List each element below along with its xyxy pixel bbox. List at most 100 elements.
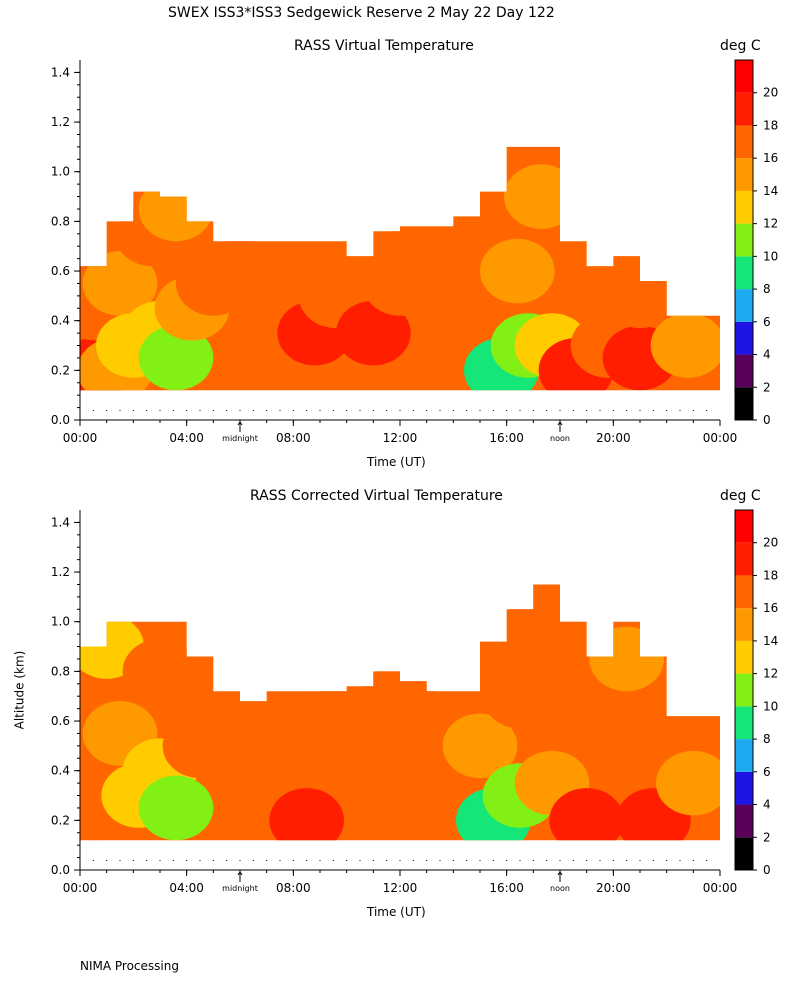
chart-2-baseline-dot — [559, 860, 561, 861]
chart-1-baseline-dot — [399, 410, 401, 411]
chart-1-baseline-dot — [452, 410, 454, 411]
chart-1-cell — [602, 263, 678, 329]
chart-2-colorbar-swatch — [735, 837, 753, 870]
chart-2-x-tick-label: 00:00 — [63, 881, 98, 895]
chart-1-colorbar-swatch — [735, 92, 753, 126]
chart-2-baseline-dot — [626, 860, 628, 861]
chart-1-baseline-dot — [492, 410, 494, 411]
chart-2-baseline-dot — [466, 860, 468, 861]
chart-1-x-tick-label: 00:00 — [703, 431, 738, 445]
chart-2-y-tick-label: 0.4 — [51, 764, 70, 778]
chart-2-colorbar-tick-label: 16 — [763, 601, 778, 615]
chart-2-colorbar-tick-label: 0 — [763, 863, 771, 877]
chart-2-baseline-dot — [599, 860, 601, 861]
chart-2-colorbar-swatch — [735, 510, 753, 543]
chart-1-x-tick-label: 16:00 — [489, 431, 524, 445]
chart-1-colorbar-swatch — [735, 289, 753, 322]
chart-2-colorbar-frame — [734, 509, 754, 871]
chart-2-cell — [122, 639, 198, 704]
chart-1-baseline-dot — [346, 410, 348, 411]
chart-1-colorbar-swatch — [735, 158, 753, 191]
chart-2-baseline-dot — [612, 860, 614, 861]
chart-1-baseline-dot — [292, 410, 294, 411]
chart-2-colorbar-tick-label: 10 — [763, 699, 778, 713]
chart-2-baseline-dot — [306, 860, 308, 861]
chart-2-plot: 0.0 0.2 0.4 0.6 0.8 1.0 1.2 1.4 00:00 04:00 08:00 1… — [51, 509, 778, 895]
chart-1-title: RASS Virtual Temperature — [294, 38, 474, 54]
chart-1-cell — [503, 164, 579, 229]
page-title: SWEX ISS3*ISS3 Sedgewick Reserve 2 May 2… — [168, 5, 555, 21]
chart-1-baseline-dot — [186, 410, 188, 411]
chart-1-baseline-dot — [439, 410, 441, 411]
chart-2-baseline-dot — [666, 860, 668, 861]
chart-2-baseline-dot — [679, 860, 681, 861]
chart-1-baseline-dot — [146, 410, 148, 411]
chart-1-baseline-dot — [319, 410, 321, 411]
chart-1-baseline-dot — [212, 410, 214, 411]
chart-2-baseline-dot — [319, 860, 321, 861]
chart-2-x-tick-label: 20:00 — [596, 881, 631, 895]
chart-2-x-tick-label: 16:00 — [489, 881, 524, 895]
chart-2-baseline-dot — [106, 860, 108, 861]
chart-2-colorbar-swatch — [735, 771, 753, 805]
chart-2-marker-arrow — [237, 871, 243, 882]
chart-2-marker-label: midnight — [222, 884, 258, 893]
chart-1-baseline-dot — [479, 410, 481, 411]
chart-1-baseline-dot — [199, 410, 201, 411]
chart-2-baseline-dot — [252, 860, 254, 861]
chart-1-baseline-dot — [706, 410, 708, 411]
chart-2-colorbar-swatch — [735, 804, 753, 838]
chart-1-cell — [389, 213, 464, 279]
chart-1-x-tick-label: 08:00 — [276, 431, 311, 445]
chart-2-baseline-dot — [506, 860, 508, 861]
chart-1-baseline-dot — [506, 410, 508, 411]
chart-1-y-tick-label: 1.4 — [51, 65, 70, 79]
chart-1-baseline-dot — [519, 410, 521, 411]
chart-1-baseline-dot — [532, 410, 534, 411]
chart-1-y-tick-label: 0.0 — [51, 413, 70, 427]
chart-1-x-tick-label: 12:00 — [383, 431, 418, 445]
chart-1-baseline-dot — [586, 410, 588, 411]
chart-2-baseline-dot — [532, 860, 534, 861]
chart-2-baseline-dot — [412, 860, 414, 861]
chart-2-baseline-dot — [652, 860, 654, 861]
chart-2-colorbar-tick-label: 4 — [763, 798, 771, 812]
chart-1-colorbar-tick-label: 20 — [763, 86, 778, 100]
chart-1-marker-label: noon — [550, 434, 570, 443]
chart-2-y-tick-label: 1.2 — [51, 565, 70, 579]
chart-1-cell — [650, 313, 720, 378]
chart-2-colorbar-tick-label: 8 — [763, 732, 771, 746]
chart-1-baseline-dot — [692, 410, 694, 411]
chart-2-baseline-dot — [372, 860, 374, 861]
chart-1-baseline-dot — [132, 410, 134, 411]
chart-1-baseline-dot — [359, 410, 361, 411]
chart-1-y-tick-label: 0.8 — [51, 214, 70, 228]
chart-2-y-label: Altitude (km) — [12, 650, 27, 730]
chart-1-x-label: Time (UT) — [367, 455, 426, 469]
chart-2-baseline-dot — [159, 860, 161, 861]
chart-2-colorbar-swatch — [735, 640, 753, 674]
chart-1-colorbar-swatch — [735, 387, 753, 420]
chart-2-marker-arrow — [557, 871, 563, 882]
chart-2-baseline-dot — [639, 860, 641, 861]
chart-2-colorbar-tick-label: 20 — [763, 536, 778, 550]
chart-1-colorbar-tick-label: 14 — [763, 184, 778, 198]
chart-1-marker-arrow — [557, 421, 563, 432]
chart-1-baseline-dot — [386, 410, 388, 411]
chart-2-y-tick-label: 0.0 — [51, 863, 70, 877]
chart-2-cell — [549, 788, 625, 841]
chart-2-baseline-dot — [346, 860, 348, 861]
chart-1-colorbar-swatch — [735, 190, 753, 224]
chart-1-baseline-dot — [119, 410, 121, 411]
chart-1-baseline-dot — [626, 410, 628, 411]
chart-1-colorbar-swatch — [735, 60, 753, 93]
chart-2-colorbar-swatch — [735, 608, 753, 641]
chart-2-baseline-dot — [226, 860, 228, 861]
chart-1-cell — [336, 300, 411, 366]
chart-2-colorbar-tick-label: 2 — [763, 830, 771, 844]
chart-2-colorbar-tick-label: 14 — [763, 634, 778, 648]
chart-2-y-tick-label: 1.4 — [51, 515, 70, 529]
chart-1-baseline-dot — [612, 410, 614, 411]
chart-2-baseline-dot — [706, 860, 708, 861]
chart-1-cell — [138, 176, 214, 242]
